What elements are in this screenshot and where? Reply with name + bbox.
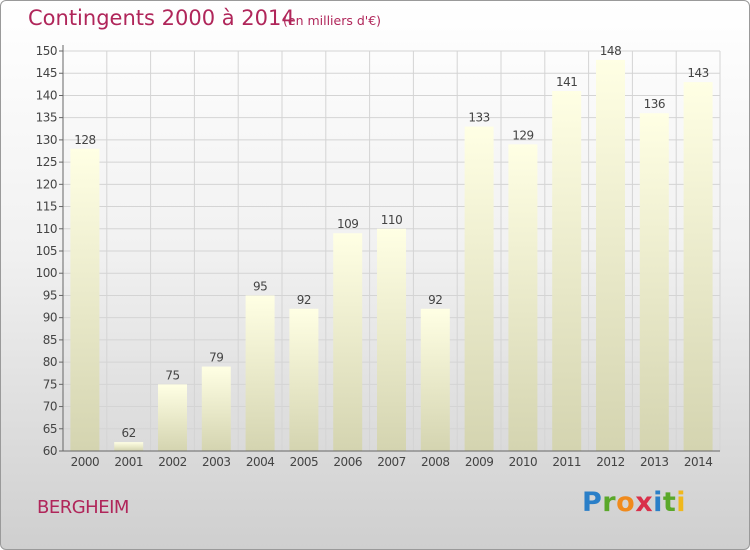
bar <box>289 308 319 451</box>
chart-title: Contingents 2000 à 2014 <box>28 6 295 30</box>
y-tick-label: 60 <box>43 444 57 458</box>
y-tick-label: 115 <box>36 200 57 214</box>
x-tick-label: 2013 <box>640 455 669 469</box>
data-label: 62 <box>122 426 136 440</box>
bars <box>70 59 713 452</box>
chart-subtitle: (en milliers d'€) <box>283 13 382 28</box>
x-tick-label: 2007 <box>377 455 406 469</box>
x-tick-label: 2012 <box>596 455 625 469</box>
y-tick-label: 100 <box>36 266 57 280</box>
data-labels: 128 62 75 79 95 92 109 110 92 133 129 141 148 136 143 <box>74 44 709 440</box>
x-tick-label: 2004 <box>246 455 275 469</box>
y-tick-label: 65 <box>43 422 57 436</box>
data-label: 143 <box>687 66 708 80</box>
bar <box>596 59 625 452</box>
y-tick-label: 110 <box>36 222 57 236</box>
place-name: BERGHEIM <box>37 497 129 518</box>
y-tick-label: 90 <box>43 311 57 325</box>
data-label: 109 <box>337 217 358 231</box>
y-tick-label: 150 <box>36 44 57 58</box>
logo-letter: i <box>676 487 687 518</box>
x-tick-label: 2002 <box>158 455 187 469</box>
data-label: 136 <box>644 97 665 111</box>
x-tick-label: 2010 <box>509 455 538 469</box>
data-label: 110 <box>381 213 402 227</box>
x-tick-label: 2014 <box>684 455 713 469</box>
x-tick-label: 2011 <box>552 455 581 469</box>
data-label: 141 <box>556 75 577 89</box>
y-tick-label: 145 <box>36 66 57 80</box>
bar <box>639 113 669 451</box>
x-tick-label: 2009 <box>465 455 494 469</box>
data-label: 92 <box>297 293 311 307</box>
data-label: 133 <box>468 111 489 125</box>
y-tick-label: 95 <box>43 288 57 302</box>
bar <box>158 384 187 451</box>
bar <box>201 366 231 451</box>
bar <box>377 228 406 451</box>
logo-letter: o <box>616 487 636 518</box>
y-tick-label: 70 <box>43 400 57 414</box>
bar <box>464 126 494 452</box>
data-label: 129 <box>512 128 533 142</box>
data-label: 75 <box>165 368 179 382</box>
bar <box>508 144 538 452</box>
y-tick-label: 85 <box>43 333 57 347</box>
data-label: 95 <box>253 279 267 293</box>
logo-letter: x <box>635 487 654 518</box>
bar <box>552 91 582 451</box>
logo-letter: t <box>662 487 677 518</box>
logo-letter: P <box>582 487 603 518</box>
data-label: 92 <box>428 293 442 307</box>
data-label: 128 <box>74 133 95 147</box>
logo-letter: i <box>653 487 663 518</box>
logo-letter: r <box>602 487 617 518</box>
bar <box>70 148 100 451</box>
x-tick-label: 2006 <box>333 455 362 469</box>
data-label: 148 <box>600 44 621 58</box>
data-label: 79 <box>209 351 223 365</box>
y-tick-label: 105 <box>36 244 57 258</box>
bar <box>245 295 275 451</box>
y-tick-label: 120 <box>36 177 57 191</box>
bar <box>333 233 363 451</box>
y-tick-label: 125 <box>36 155 57 169</box>
proxiti-logo: Proxiti <box>582 487 686 518</box>
y-tick-label: 135 <box>36 111 57 125</box>
y-tick-label: 130 <box>36 133 57 147</box>
x-tick-label: 2001 <box>114 455 143 469</box>
bar <box>114 442 144 451</box>
y-tick-label: 80 <box>43 355 57 369</box>
x-tick-label: 2003 <box>202 455 231 469</box>
x-tick-label: 2000 <box>71 455 100 469</box>
y-tick-label: 75 <box>43 377 57 391</box>
y-tick-label: 140 <box>36 88 57 102</box>
x-tick-label: 2008 <box>421 455 450 469</box>
bar <box>420 308 450 451</box>
bar <box>683 82 713 451</box>
x-tick-label: 2005 <box>290 455 319 469</box>
axes: 60 65 70 75 80 85 90 95 100 105 110 115 120 125 130 135… <box>36 44 720 469</box>
